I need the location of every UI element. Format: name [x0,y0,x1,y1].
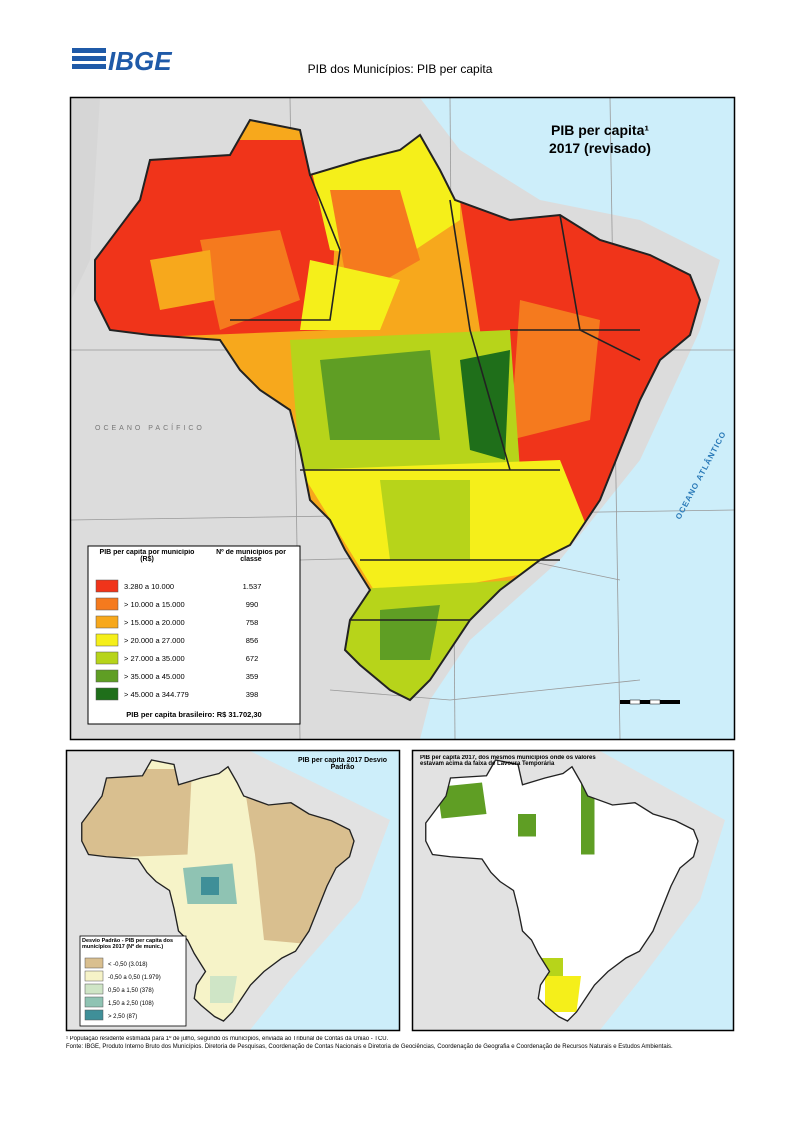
legend-header: Nº de municípios por classe [216,549,286,563]
legend-swatch [84,957,104,969]
legend-count: 856 [246,636,259,645]
footnote: ¹ População residente estimada para 1º d… [66,1036,389,1042]
inset-legend: Desvio Padrão - PIB per capita dos munic… [79,935,187,1027]
legend-swatch [95,633,119,647]
legend-swatch [95,669,119,683]
legend-label: 0,50 a 1,50 (378) [108,988,154,994]
legend-swatch [84,983,104,995]
legend-swatch [84,1009,104,1021]
legend-label: > 35.000 a 45.000 [124,672,185,681]
legend-count: 359 [246,672,259,681]
legend-label: > 2,50 (87) [108,1014,137,1020]
legend-swatch [84,970,104,982]
inset-title: PIB per capita 2017, dos mesmos municípi… [420,755,596,767]
scale-bar [620,699,680,705]
legend-count: 398 [246,690,259,699]
legend-count: 672 [246,654,259,663]
legend-count: 1.537 [243,582,262,591]
legend-count: 758 [246,618,259,627]
legend-note: PIB per capita brasileiro: R$ 31.702,30 [126,710,261,719]
legend-swatch [95,579,119,593]
page-title: PIB dos Municípios: PIB per capita [308,62,493,76]
legend-label: < -0,50 (3.018) [108,962,148,968]
legend-swatch [84,996,104,1008]
footnote: Fonte: IBGE, Produto Interno Bruto dos M… [66,1043,673,1050]
logo: IBGE [72,46,172,76]
right-inset: PIB per capita 2017, dos mesmos municípi… [413,751,733,1030]
legend-swatch [95,687,119,701]
legend-label: -0,50 a 0,50 (1.979) [108,975,161,981]
legend-label: 3.280 a 10.000 [124,582,174,591]
legend-count: 990 [246,600,259,609]
ocean-label: OCEANO PACÍFICO [95,423,205,432]
legend: PIB per capita por município (R$) Nº de … [87,545,301,725]
legend-label: > 10.000 a 15.000 [124,600,185,609]
legend-swatch [95,651,119,665]
footnotes: ¹ População residente estimada para 1º d… [66,1036,736,1052]
legend-swatch [95,615,119,629]
inset-legend-title: Desvio Padrão - PIB per capita dos munic… [82,938,174,950]
map-subtitle: 2017 (revisado) [549,140,651,156]
legend-label: > 15.000 a 20.000 [124,618,185,627]
legend-label: > 45.000 a 344.779 [124,690,189,699]
legend-label: 1,50 a 2,50 (108) [108,1001,154,1007]
legend-swatch [95,597,119,611]
legend-label: > 27.000 a 35.000 [124,654,185,663]
main-map: PIB per capita¹ 2017 (revisado) OCEANO A… [71,98,734,739]
left-inset: PIB per capita 2017 Desvio Padrão Desvio… [67,751,399,1030]
legend-label: > 20.000 a 27.000 [124,636,185,645]
map-title: PIB per capita¹ [551,122,649,138]
inset-title: PIB per capita 2017 Desvio Padrão [297,757,388,771]
logo-text: IBGE [108,46,172,76]
legend-header: PIB per capita por município (R$) [99,549,195,563]
